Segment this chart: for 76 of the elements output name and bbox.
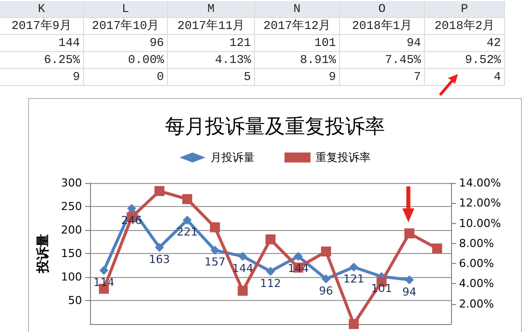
y-axis-title: 投诉量 bbox=[35, 234, 51, 274]
y-tick-label: 200 bbox=[61, 224, 82, 236]
text: 5 bbox=[168, 69, 255, 86]
text: 6.25% bbox=[0, 52, 84, 69]
text: M bbox=[168, 1, 255, 18]
text: 9 bbox=[255, 69, 340, 86]
text: 8.91% bbox=[255, 52, 340, 69]
text: 2017年9月 bbox=[0, 18, 84, 35]
y2-tick-label: 12.00% bbox=[459, 196, 501, 210]
y-tick-label: 50 bbox=[68, 294, 82, 307]
point bbox=[154, 242, 164, 252]
y-tick-label: 100 bbox=[61, 270, 82, 284]
y-tick-label: 300 bbox=[61, 176, 82, 190]
point bbox=[154, 186, 164, 196]
point bbox=[182, 194, 192, 204]
data-label: 246 bbox=[121, 214, 142, 227]
point bbox=[99, 266, 108, 275]
text: 0.00% bbox=[84, 52, 168, 69]
text: L bbox=[84, 1, 168, 18]
text: 2017年10月 bbox=[84, 18, 168, 35]
legend-label: 重复投诉率 bbox=[316, 151, 370, 164]
data-label: 221 bbox=[176, 226, 198, 239]
text: O bbox=[340, 1, 425, 18]
y2-tick-label: 6.00% bbox=[459, 257, 494, 270]
point bbox=[404, 275, 414, 284]
text: 101 bbox=[255, 35, 340, 52]
text: N bbox=[255, 1, 340, 18]
text: P bbox=[425, 1, 505, 18]
point bbox=[238, 286, 248, 296]
point bbox=[349, 262, 358, 272]
point bbox=[238, 252, 248, 261]
y-tick-label: 150 bbox=[61, 247, 82, 260]
point bbox=[210, 246, 220, 255]
y2-tick-label: 14.00% bbox=[459, 176, 501, 190]
data-label: 163 bbox=[148, 252, 170, 266]
text: K bbox=[0, 1, 84, 18]
point bbox=[182, 216, 192, 225]
y2-tick-label: 10.00% bbox=[459, 216, 501, 230]
data-label: 112 bbox=[260, 276, 281, 290]
data-label: 121 bbox=[343, 272, 364, 286]
text: 2018年1月 bbox=[340, 18, 425, 35]
text: 2017年12月 bbox=[255, 18, 340, 35]
point bbox=[266, 266, 275, 276]
text: 121 bbox=[168, 35, 255, 52]
legend-label: 月投诉量 bbox=[210, 151, 254, 164]
y2-tick-label: 8.00% bbox=[459, 236, 494, 250]
y-tick-label: 250 bbox=[61, 200, 82, 213]
text: 94 bbox=[340, 35, 425, 52]
point bbox=[266, 234, 276, 244]
text: 4 bbox=[425, 69, 505, 86]
text: 9 bbox=[0, 69, 84, 86]
point bbox=[348, 319, 359, 329]
text: 7.45% bbox=[340, 52, 425, 69]
point bbox=[321, 246, 332, 256]
chart-title: 每月投诉量及重复投诉率 bbox=[165, 114, 385, 138]
point bbox=[322, 274, 331, 284]
data-label: 144 bbox=[288, 262, 309, 275]
point bbox=[127, 204, 136, 213]
data-label: 157 bbox=[204, 256, 226, 269]
text: 4.13% bbox=[168, 52, 255, 69]
text: 9.52% bbox=[425, 52, 505, 69]
text: 2017年11月 bbox=[168, 18, 255, 35]
text: 96 bbox=[84, 35, 168, 52]
text: 7 bbox=[340, 69, 425, 86]
data-label: 96 bbox=[319, 284, 334, 298]
point bbox=[294, 252, 303, 261]
text: 144 bbox=[0, 35, 84, 52]
data-label: 94 bbox=[402, 285, 416, 298]
point bbox=[210, 222, 220, 232]
text: 0 bbox=[84, 69, 168, 86]
y2-tick-label: 2.00% bbox=[459, 297, 494, 310]
y2-tick-label: 4.00% bbox=[459, 277, 494, 290]
point bbox=[404, 228, 414, 238]
text: 42 bbox=[425, 35, 505, 52]
point bbox=[432, 243, 442, 254]
text: 2018年2月 bbox=[425, 18, 505, 35]
